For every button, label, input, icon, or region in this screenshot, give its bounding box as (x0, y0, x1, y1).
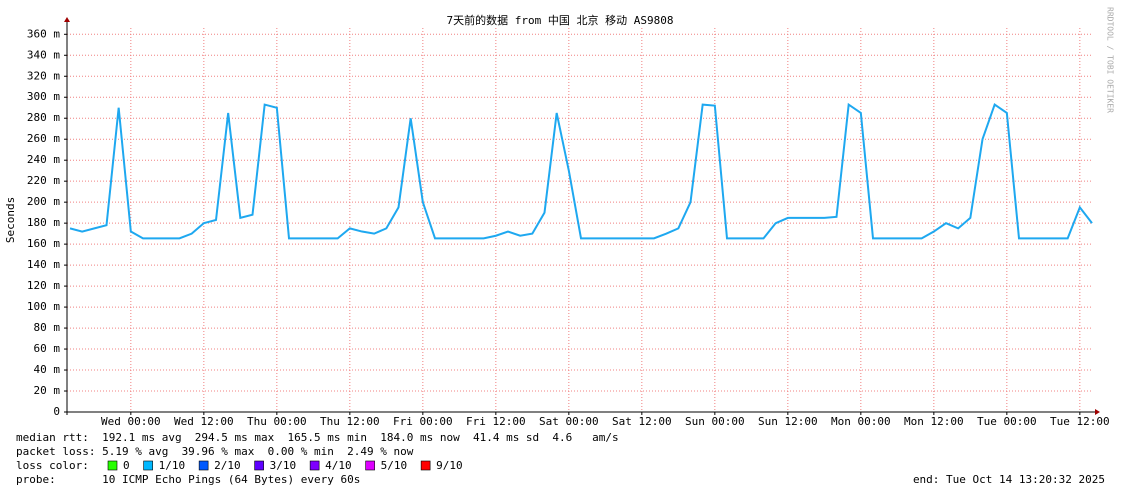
legend-swatch (420, 460, 431, 471)
y-tick-label: 80 m (34, 321, 61, 334)
y-tick-label: 340 m (27, 48, 60, 61)
x-tick-label: Tue 12:00 (1050, 415, 1110, 428)
probe: probe: 10 ICMP Echo Pings (64 Bytes) eve… (16, 473, 360, 486)
x-tick-label: Sat 12:00 (612, 415, 672, 428)
legend-label: 3/10 (270, 459, 297, 472)
x-tick-label: Thu 12:00 (320, 415, 380, 428)
legend-swatch (198, 460, 209, 471)
x-tick-label: Sun 00:00 (685, 415, 745, 428)
axis-arrow (1095, 409, 1100, 415)
end-time: end: Tue Oct 14 13:20:32 2025 (913, 473, 1105, 486)
y-tick-label: 140 m (27, 258, 60, 271)
axis-arrow (64, 17, 70, 22)
y-tick-label: 40 m (34, 363, 61, 376)
legend-swatch (143, 460, 153, 471)
legend-label: 0 (123, 459, 130, 472)
y-tick-label: 20 m (34, 384, 61, 397)
watermark: RRDTOOL / TOBI OETIKER (1106, 7, 1115, 113)
legend-label: 9/10 (436, 459, 463, 472)
y-tick-label: 360 m (27, 27, 60, 40)
legend-label: 2/10 (214, 459, 241, 472)
x-tick-label: Sun 12:00 (758, 415, 818, 428)
x-tick-label: Sat 00:00 (539, 415, 599, 428)
loss-color-label: loss color: (16, 459, 89, 472)
y-axis-label: Seconds (4, 197, 17, 243)
legend-swatch (309, 460, 320, 471)
y-tick-label: 260 m (27, 132, 60, 145)
x-tick-label: Thu 00:00 (247, 415, 307, 428)
y-tick-label: 280 m (27, 111, 60, 124)
y-tick-label: 100 m (27, 300, 60, 313)
y-tick-label: 180 m (27, 216, 60, 229)
legend-swatch (254, 460, 264, 471)
x-tick-label: Wed 00:00 (101, 415, 161, 428)
x-tick-label: Mon 12:00 (904, 415, 964, 428)
chart-title: 7天前的数据 from 中国 北京 移动 AS9808 (447, 13, 674, 27)
x-tick-label: Fri 12:00 (466, 415, 526, 428)
y-tick-label: 320 m (27, 69, 60, 82)
legend-label: 1/10 (159, 459, 186, 472)
y-tick-label: 120 m (27, 279, 60, 292)
median-line (69, 102, 1093, 240)
y-tick-label: 240 m (27, 153, 60, 166)
y-tick-label: 200 m (27, 195, 60, 208)
x-tick-label: Fri 00:00 (393, 415, 453, 428)
y-tick-label: 300 m (27, 90, 60, 103)
legend-swatch (365, 460, 375, 471)
x-tick-label: Tue 00:00 (977, 415, 1037, 428)
legend-label: 5/10 (381, 459, 408, 472)
y-tick-label: 160 m (27, 237, 60, 250)
x-tick-label: Wed 12:00 (174, 415, 234, 428)
legend-swatch (107, 460, 118, 471)
y-tick-label: 60 m (34, 342, 61, 355)
x-tick-label: Mon 00:00 (831, 415, 891, 428)
stats-line: median rtt: 192.1 ms avg 294.5 ms max 16… (16, 431, 619, 444)
legend-label: 4/10 (325, 459, 352, 472)
stats-line: packet loss: 5.19 % avg 39.96 % max 0.00… (16, 445, 414, 458)
y-tick-label: 0 (53, 405, 60, 418)
y-tick-label: 220 m (27, 174, 60, 187)
